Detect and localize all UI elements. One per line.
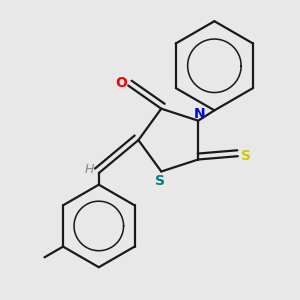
Text: H: H (84, 163, 94, 176)
Text: S: S (154, 174, 165, 188)
Text: N: N (194, 107, 206, 121)
Text: O: O (115, 76, 127, 90)
Text: S: S (242, 149, 251, 163)
